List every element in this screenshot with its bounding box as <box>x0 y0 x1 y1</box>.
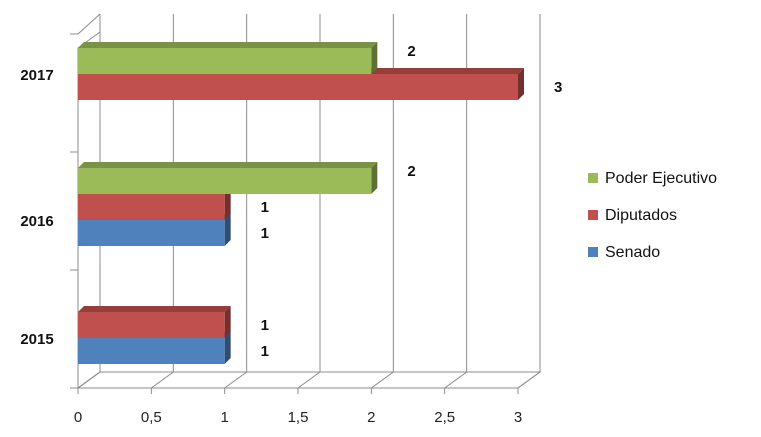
legend-swatch <box>588 173 598 183</box>
legend-item-senado: Senado <box>588 244 660 261</box>
legend-label: Senado <box>605 244 660 261</box>
data-label: 1 <box>261 199 269 216</box>
x-tick-label: 3 <box>514 409 522 426</box>
x-tick-label: 0 <box>74 409 82 426</box>
floor-gridline <box>297 371 321 389</box>
labels: 0 0,5 1 1,5 2 2,5 3 1 1 2015 1 1 2 2016 3 2 2017 <box>20 43 562 426</box>
category-label: 2016 <box>20 213 53 230</box>
data-label: 2 <box>407 43 415 60</box>
x-tick-label: 2 <box>367 409 375 426</box>
bar-diputados-2015 <box>78 306 231 338</box>
floor-gridline <box>224 371 247 389</box>
data-label: 1 <box>261 317 269 334</box>
category-label: 2015 <box>20 331 53 348</box>
x-tick-label: 1,5 <box>288 409 309 426</box>
data-label: 3 <box>554 79 562 96</box>
bar-poder-ejecutivo-2017 <box>78 42 378 74</box>
wall-edge <box>77 13 101 35</box>
legend-swatch <box>588 210 598 220</box>
data-label: 2 <box>407 163 415 180</box>
legend-item-poder-ejecutivo: Poder Ejecutivo <box>588 170 717 187</box>
legend-item-diputados: Diputados <box>588 207 677 224</box>
floor-gridline <box>444 371 467 389</box>
floor-gridline <box>77 371 101 389</box>
legend: Poder Ejecutivo Diputados Senado <box>588 170 717 261</box>
floor-gridline <box>517 371 541 389</box>
x-tick-label: 1 <box>220 409 228 426</box>
data-label: 1 <box>261 343 269 360</box>
legend-swatch <box>588 247 598 257</box>
bars <box>78 42 524 364</box>
bar-poder-ejecutivo-2016 <box>78 162 378 194</box>
floor-gridline <box>371 371 394 389</box>
x-tick-label: 2,5 <box>434 409 455 426</box>
category-label: 2017 <box>20 67 53 84</box>
data-label: 1 <box>261 225 269 242</box>
x-tick-label: 0,5 <box>141 409 162 426</box>
bar-diputados-2016 <box>78 188 231 220</box>
legend-label: Poder Ejecutivo <box>605 170 717 187</box>
legend-label: Diputados <box>605 207 677 224</box>
floor-gridline <box>151 371 174 389</box>
